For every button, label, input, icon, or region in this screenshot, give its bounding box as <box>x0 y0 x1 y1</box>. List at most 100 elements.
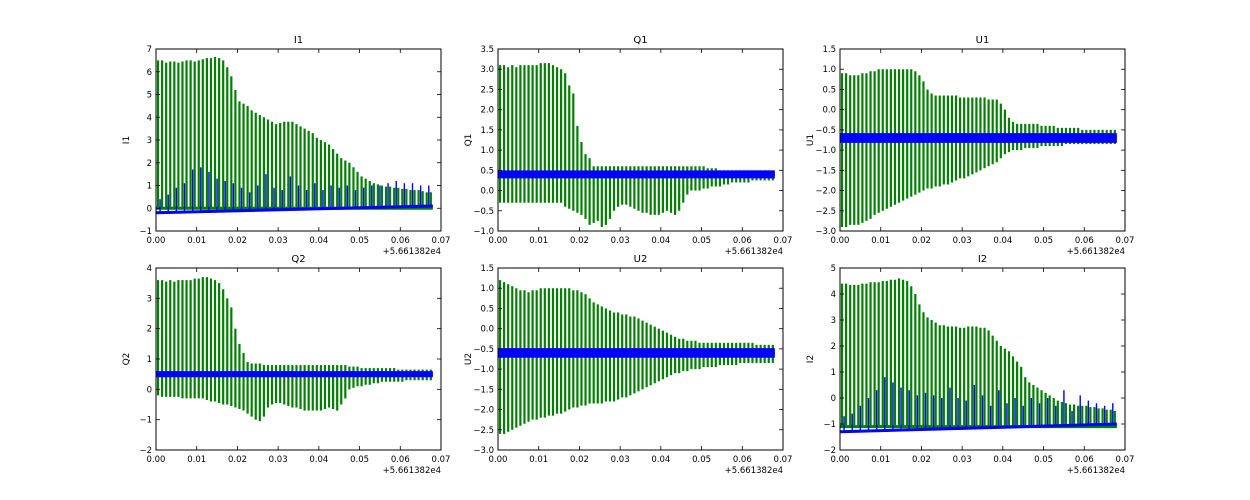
y-tick-label: −1.5 <box>473 385 494 395</box>
series-blue <box>840 377 1117 434</box>
y-tick-label: 1 <box>147 182 152 192</box>
y-tick-label: 4 <box>147 264 152 274</box>
x-tick-label: 0.03 <box>269 236 288 246</box>
series-green <box>840 69 1117 227</box>
y-tick-label: 0.0 <box>822 106 836 116</box>
y-tick-label: −2 <box>139 446 152 456</box>
y-tick-label: 1.0 <box>480 284 494 294</box>
y-tick-label: 0.5 <box>480 304 494 314</box>
y-tick-label: 2.5 <box>480 85 494 95</box>
x-tick-label: 0.04 <box>993 236 1012 246</box>
x-tick-label: 0.03 <box>953 455 972 465</box>
y-tick-label: 1.5 <box>480 126 494 136</box>
x-tick-label: 0.00 <box>147 455 166 465</box>
x-tick-label: 0.01 <box>871 236 890 246</box>
y-tick-label: 1.0 <box>822 65 836 75</box>
plot-area <box>156 277 433 422</box>
x-tick-label: 0.07 <box>774 455 793 465</box>
x-tick-label: 0.07 <box>774 236 793 246</box>
y-tick-label: −0.5 <box>473 345 494 355</box>
plot-area <box>840 69 1117 227</box>
x-tick-label: 0.00 <box>831 236 850 246</box>
axes-frame <box>839 267 1126 451</box>
x-tick-label: 0.06 <box>733 236 752 246</box>
chart-panel-q2: 0.00 0.01 0.02 0.03 0.04 0.05 0.06 0.07 −2 −1 0 1 2 3… <box>122 254 450 476</box>
y-tick-label: −1.0 <box>473 365 494 375</box>
x-tick-label: 0.03 <box>953 236 972 246</box>
x-tick-label: 0.00 <box>147 236 166 246</box>
chart-panel-u1: 0.00 0.01 0.02 0.03 0.04 0.05 0.06 0.07 −3.0 −2.5… <box>806 35 1134 257</box>
y-tick-label: −1 <box>823 420 836 430</box>
y-tick-label: −1.5 <box>815 166 836 176</box>
chart-panel-q1: 0.00 0.01 0.02 0.03 0.04 0.05 0.06 0.07 −1.0 −0.5… <box>464 35 792 257</box>
y-tick-label: 1.5 <box>822 45 836 55</box>
chart-title: I2 <box>978 254 987 265</box>
series-blue <box>156 167 433 215</box>
x-tick-label: 0.05 <box>350 455 369 465</box>
axes-frame <box>155 48 442 232</box>
plot-area <box>498 280 775 434</box>
y-tick-label: 0.5 <box>480 166 494 176</box>
y-tick-label: 1.0 <box>480 146 494 156</box>
chart-panel-i1: 0.00 0.01 0.02 0.03 0.04 0.05 0.06 0.07 −1 0 1 2 3 4 5… <box>122 35 450 257</box>
y-tick-label: 0.5 <box>822 85 836 95</box>
y-tick-label: −2 <box>823 446 836 456</box>
y-tick-label: −3.0 <box>815 227 836 237</box>
y-tick-label: −3.0 <box>473 446 494 456</box>
x-tick-label: 0.04 <box>309 455 328 465</box>
y-axis-label: U1 <box>806 134 816 146</box>
x-tick-label: 0.00 <box>489 455 508 465</box>
y-tick-label: −1 <box>139 416 152 426</box>
y-tick-label: 6 <box>147 68 152 78</box>
y-tick-label: 3 <box>147 136 152 146</box>
x-tick-label: 0.02 <box>570 455 589 465</box>
plot-area <box>498 63 775 227</box>
x-tick-label: 0.06 <box>391 236 410 246</box>
x-tick-label: 0.05 <box>692 455 711 465</box>
y-tick-label: −1.0 <box>473 227 494 237</box>
x-tick-label: 0.02 <box>912 236 931 246</box>
x-tick-label: 0.05 <box>350 236 369 246</box>
x-tick-label: 0.00 <box>831 455 850 465</box>
y-tick-label: 4 <box>147 113 152 123</box>
series-green <box>498 63 775 227</box>
x-tick-label: 0.02 <box>228 236 247 246</box>
x-offset-label: +5.661382e4 <box>1067 466 1125 476</box>
x-tick-label: 0.02 <box>570 236 589 246</box>
y-tick-label: 5 <box>147 91 152 101</box>
series-blue-baseline <box>156 204 433 215</box>
axes-frame <box>497 48 784 232</box>
y-tick-label: 1 <box>147 355 152 365</box>
y-tick-label: 4 <box>831 290 836 300</box>
axes-frame <box>497 267 784 451</box>
chart-title: I1 <box>294 35 303 46</box>
y-tick-label: 3.5 <box>480 45 494 55</box>
series-blue-baseline <box>840 422 1117 434</box>
chart-panel-u2: 0.00 0.01 0.02 0.03 0.04 0.05 0.06 0.07 −3.0 −2.5… <box>464 254 792 476</box>
x-tick-label: 0.04 <box>651 236 670 246</box>
y-tick-label: −2.0 <box>473 406 494 416</box>
chart-panel-i2: 0.00 0.01 0.02 0.03 0.04 0.05 0.06 0.07 −2 −1 0 1 2 3… <box>806 254 1134 476</box>
x-tick-label: 0.01 <box>187 455 206 465</box>
x-tick-label: 0.07 <box>432 455 451 465</box>
x-offset-label: +5.661382e4 <box>383 247 441 257</box>
x-tick-label: 0.07 <box>432 236 451 246</box>
y-axis-label: I2 <box>806 355 816 363</box>
y-tick-label: 3 <box>147 294 152 304</box>
x-tick-label: 0.01 <box>529 455 548 465</box>
x-tick-label: 0.03 <box>269 455 288 465</box>
y-tick-label: 0 <box>147 204 152 214</box>
y-tick-label: 3 <box>831 316 836 326</box>
x-tick-label: 0.04 <box>309 236 328 246</box>
series-green <box>156 56 433 210</box>
x-offset-label: +5.661382e4 <box>383 466 441 476</box>
x-tick-label: 0.07 <box>1116 236 1135 246</box>
y-axis-label: Q2 <box>122 353 132 366</box>
x-tick-label: 0.06 <box>733 455 752 465</box>
plot-area <box>156 56 433 215</box>
chart-title: U1 <box>976 35 990 46</box>
x-offset-label: +5.661382e4 <box>725 466 783 476</box>
x-tick-label: 0.02 <box>912 455 931 465</box>
y-tick-label: −2.0 <box>815 187 836 197</box>
